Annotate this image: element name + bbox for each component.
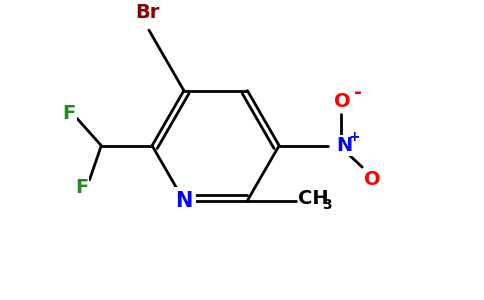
- Text: N: N: [336, 136, 352, 155]
- Text: CH: CH: [298, 189, 329, 208]
- Text: +: +: [348, 130, 360, 144]
- Text: -: -: [354, 83, 363, 102]
- Text: O: O: [334, 92, 351, 111]
- Text: N: N: [175, 190, 193, 211]
- Text: F: F: [62, 104, 76, 123]
- Text: 3: 3: [323, 197, 332, 212]
- Text: Br: Br: [135, 3, 159, 22]
- Text: O: O: [363, 170, 380, 189]
- Text: F: F: [75, 178, 89, 197]
